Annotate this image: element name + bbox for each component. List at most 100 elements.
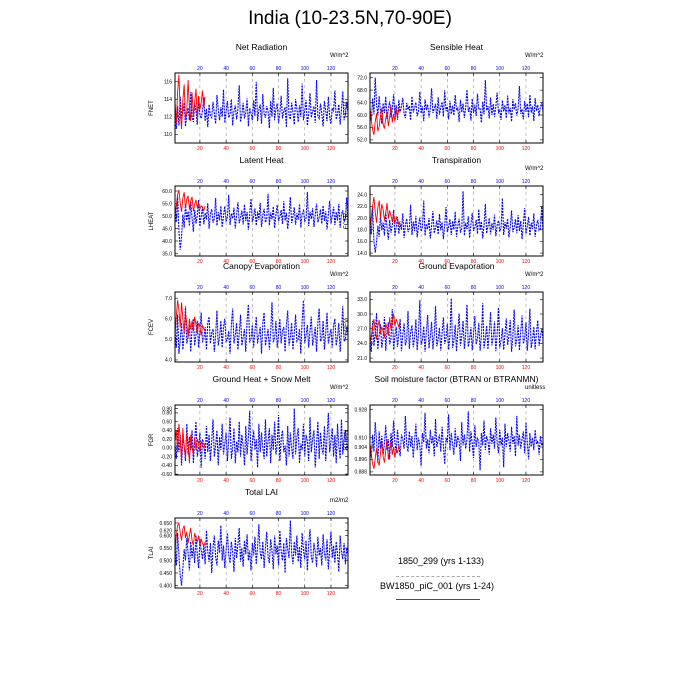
y-axis-label: TLAI [149, 546, 155, 559]
x-tick-label-bottom: 80 [471, 478, 477, 484]
x-tick-label-bottom: 80 [471, 146, 477, 152]
x-tick-label-bottom: 40 [418, 146, 424, 152]
x-tick-label-bottom: 120 [327, 365, 336, 371]
x-tick-label-bottom: 60 [250, 259, 256, 265]
x-tick-label-bottom: 60 [445, 478, 451, 484]
y-tick-label: 0.90 [162, 406, 172, 412]
x-tick-label-bottom: 40 [223, 478, 229, 484]
x-tick-label-bottom: 100 [496, 146, 505, 152]
y-tick-label: 7.0 [165, 296, 172, 302]
y-tick-label: 0.80 [162, 411, 172, 417]
series-line-control [174, 191, 349, 250]
y-tick-label: 0.40 [162, 428, 172, 434]
panel-title-sensible-heat: Sensible Heat [430, 42, 483, 52]
x-tick-label-bottom: 100 [301, 259, 310, 265]
y-tick-label: 24.0 [357, 193, 367, 199]
x-tick-label-bottom: 80 [276, 259, 282, 265]
y-tick-label: 0.550 [159, 546, 172, 552]
y-tick-label: 0.904 [354, 445, 367, 451]
x-tick-label-bottom: 40 [223, 259, 229, 265]
x-tick-label-bottom: 20 [392, 365, 398, 371]
x-tick-label-top: 60 [250, 511, 256, 517]
x-tick-label-top: 20 [392, 398, 398, 404]
series-line-control [369, 298, 544, 352]
y-axis-label: FCTR [344, 212, 350, 229]
y-axis-label: FGR [149, 433, 155, 446]
series-line-experiment [369, 313, 401, 343]
plot-frame [369, 72, 544, 144]
x-tick-label-top: 100 [496, 285, 505, 291]
y-tick-label: 20.0 [357, 216, 367, 222]
x-tick-label-top: 60 [250, 285, 256, 291]
x-tick-label-top: 80 [276, 179, 282, 185]
x-tick-label-top: 20 [392, 179, 398, 185]
x-tick-label-bottom: 20 [197, 146, 203, 152]
y-tick-label: 21.0 [357, 356, 367, 362]
y-tick-label: 60.0 [357, 113, 367, 119]
x-tick-label-top: 120 [522, 285, 531, 291]
y-axis-label: FGEV [344, 319, 350, 335]
x-tick-label-top: 40 [223, 179, 229, 185]
y-tick-label: 16.0 [357, 239, 367, 245]
x-tick-label-top: 80 [471, 285, 477, 291]
y-axis-label: FSH [344, 102, 350, 114]
series-line-control [369, 191, 544, 253]
x-tick-label-bottom: 80 [276, 478, 282, 484]
plot-frame [174, 185, 349, 257]
y-tick-label: 72.0 [357, 75, 367, 81]
plot-frame [174, 291, 349, 363]
x-tick-label-top: 60 [250, 179, 256, 185]
series-line-experiment [174, 521, 206, 551]
x-tick-label-bottom: 60 [445, 146, 451, 152]
plot-frame [174, 517, 349, 589]
x-tick-label-bottom: 100 [301, 591, 310, 597]
series-line-experiment [369, 439, 401, 469]
y-axis-label: FCEV [149, 319, 155, 335]
x-tick-label-top: 120 [522, 179, 531, 185]
y-tick-label: 40.0 [162, 239, 172, 245]
series-line-control [174, 78, 349, 130]
x-tick-label-top: 80 [471, 179, 477, 185]
x-tick-label-top: 20 [392, 285, 398, 291]
x-tick-label-top: 80 [471, 398, 477, 404]
x-tick-label-bottom: 80 [276, 365, 282, 371]
x-tick-label-bottom: 80 [276, 146, 282, 152]
x-tick-label-top: 100 [301, 66, 310, 72]
x-tick-label-top: 40 [418, 66, 424, 72]
x-tick-label-top: 120 [327, 398, 336, 404]
chart-panel-ground-evaporation: 20 20 40 40 60 60 80 80 100 100 120 120 21.0 24.0 27.0… [344, 285, 544, 371]
x-tick-label-top: 20 [197, 398, 203, 404]
panel-title-net-radiation: Net Radiation [235, 42, 288, 52]
x-tick-label-top: 80 [471, 66, 477, 72]
units-label-sensible-heat: W/m^2 [525, 53, 544, 59]
y-tick-label: 22.0 [357, 204, 367, 210]
y-tick-label: 35.0 [162, 251, 172, 257]
x-tick-label-bottom: 120 [327, 146, 336, 152]
x-tick-label-top: 40 [223, 285, 229, 291]
x-tick-label-bottom: 80 [471, 259, 477, 265]
y-tick-label: 50.0 [162, 214, 172, 220]
x-tick-label-bottom: 120 [327, 259, 336, 265]
panel-title-latent-heat: Latent Heat [239, 155, 284, 165]
y-tick-label: 64.0 [357, 100, 367, 106]
y-tick-label: 116 [164, 80, 172, 86]
x-tick-label-top: 100 [496, 179, 505, 185]
y-tick-label: 0.400 [159, 583, 172, 589]
chart-panel-sensible-heat: 20 20 40 40 60 60 80 80 100 100 120 120 52.0 56.0 60.0… [344, 66, 544, 152]
y-tick-label: 27.0 [357, 327, 367, 333]
x-tick-label-top: 120 [327, 285, 336, 291]
chart-panel-transpiration: 20 20 40 40 60 60 80 80 100 100 120 120 14.0 16.0 18.0… [344, 179, 544, 265]
figure-title: India (10-23.5N,70-90E) [248, 8, 452, 29]
x-tick-label-top: 100 [496, 398, 505, 404]
x-tick-label-bottom: 100 [301, 146, 310, 152]
x-tick-label-top: 60 [445, 398, 451, 404]
units-label-net-radiation: W/m^2 [330, 53, 349, 59]
x-tick-label-top: 80 [276, 66, 282, 72]
x-tick-label-top: 80 [276, 511, 282, 517]
x-tick-label-bottom: 60 [250, 591, 256, 597]
y-axis-label: LHEAT [149, 211, 155, 230]
x-tick-label-top: 60 [250, 398, 256, 404]
units-label-canopy-evaporation: W/m^2 [330, 272, 349, 278]
y-tick-label: 0.620 [159, 528, 172, 534]
x-tick-label-bottom: 60 [250, 478, 256, 484]
